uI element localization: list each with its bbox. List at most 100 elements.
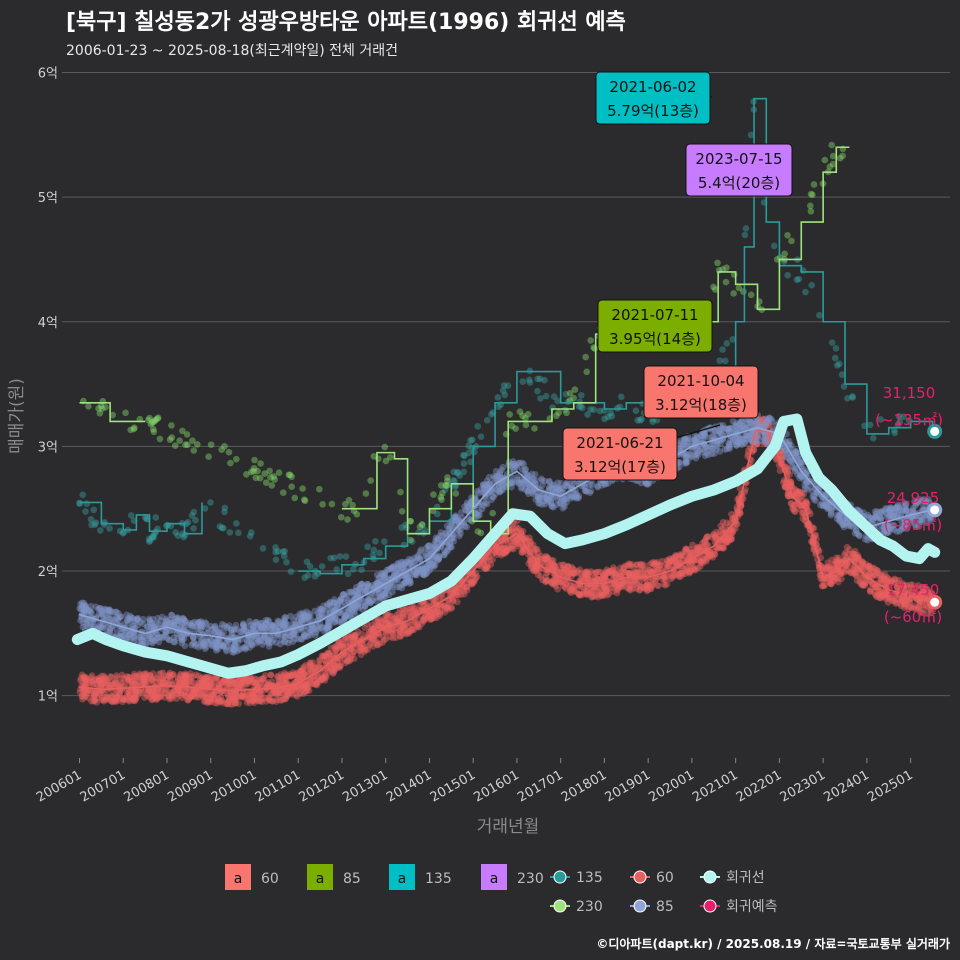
data-point [755,420,762,428]
data-point [408,620,415,628]
data-point [508,422,516,430]
data-point [542,574,550,581]
data-point [288,473,295,481]
data-point [283,558,290,566]
data-point [111,697,119,705]
data-point [82,677,89,684]
data-point [98,405,106,412]
data-point [188,678,195,686]
data-point [90,690,98,698]
data-point [399,624,406,632]
data-point [207,675,215,683]
data-point [582,353,590,361]
data-point [526,534,533,542]
data-point [190,508,198,516]
data-point [689,563,697,571]
data-point [561,583,569,591]
data-point [873,566,881,574]
data-point [876,587,884,595]
data-point [487,561,495,568]
data-point [871,583,879,591]
data-point [324,666,332,673]
data-point [603,587,611,594]
data-point [274,548,282,555]
data-point [96,409,104,417]
data-point [853,572,861,580]
data-point [705,551,713,559]
data-point [534,375,541,383]
data-point [85,403,92,410]
data-point [877,576,884,584]
data-point [131,679,138,687]
data-point [157,670,165,677]
data-point [808,281,815,289]
data-point [414,620,422,627]
data-point [760,416,768,423]
data-point [444,474,451,481]
data-point [156,679,164,686]
data-point [409,626,416,634]
data-point [633,585,640,592]
data-point [493,547,500,555]
data-point [790,502,797,510]
data-point [522,414,529,422]
data-point [515,543,522,550]
data-point [331,554,338,562]
data-point [369,636,377,644]
data-point [147,688,154,696]
data-point [97,680,104,687]
data-point [118,680,126,687]
data-point [311,572,319,580]
data-point [552,575,560,583]
data-point [128,678,136,685]
data-point [366,641,373,649]
data-point [516,408,524,416]
data-point [911,589,918,597]
data-point [519,412,526,420]
data-point [267,671,275,679]
data-point [533,545,541,553]
data-point [552,566,560,573]
data-point [316,656,323,664]
data-point [474,528,482,535]
data-point [90,692,98,700]
data-point [634,568,641,576]
data-point [176,437,183,444]
data-point [485,473,493,481]
data-point [292,691,300,698]
data-point [283,692,291,699]
data-point [328,500,336,508]
data-point [284,672,292,679]
data-point [500,382,508,389]
data-point [214,674,221,682]
data-point [845,550,852,558]
data-point [364,646,372,654]
data-point [198,692,206,699]
data-point [885,593,893,601]
data-point [579,572,586,580]
data-point [627,586,634,594]
data-point [563,409,570,417]
data-point [481,565,489,573]
data-point [799,509,807,517]
data-point [281,547,288,555]
data-point [430,491,437,498]
data-point [112,680,120,687]
data-point [170,671,177,678]
data-point [182,672,190,679]
data-point [82,692,89,700]
data-point [680,552,687,559]
data-point [833,362,841,369]
data-point [611,569,619,577]
data-point [81,690,88,697]
data-point [454,468,461,476]
data-point [79,491,86,499]
data-point [223,679,231,687]
data-point [562,390,570,398]
data-point [807,208,815,215]
data-point [539,559,546,566]
data-point [704,533,711,540]
data-point [433,605,441,613]
data-point [177,691,184,699]
data-point [526,379,534,386]
